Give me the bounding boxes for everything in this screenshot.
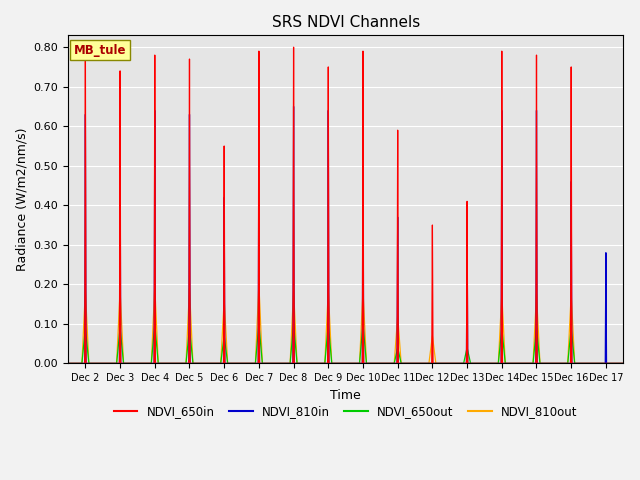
NDVI_810out (397, 360, 405, 366)
NDVI_650in (290, 44, 298, 50)
NDVI_650in (324, 360, 332, 366)
NDVI_810in (567, 360, 575, 366)
NDVI_810out (255, 281, 263, 287)
NDVI_810in (65, 360, 72, 366)
Line: NDVI_810in: NDVI_810in (68, 107, 623, 363)
NDVI_650out (619, 360, 627, 366)
NDVI_650out (321, 360, 329, 366)
NDVI_650in (394, 360, 402, 366)
NDVI_650out (397, 360, 405, 366)
NDVI_810out (321, 360, 329, 366)
Line: NDVI_650in: NDVI_650in (68, 47, 623, 363)
NDVI_650out (564, 360, 572, 366)
NDVI_810out (619, 360, 627, 366)
NDVI_650in (567, 360, 575, 366)
NDVI_810out (65, 360, 72, 366)
NDVI_810out (564, 360, 572, 366)
NDVI_650out (151, 321, 159, 327)
NDVI_650out (410, 360, 418, 366)
NDVI_810in (290, 104, 298, 109)
NDVI_650in (447, 360, 454, 366)
Y-axis label: Radiance (W/m2/nm/s): Radiance (W/m2/nm/s) (15, 128, 28, 271)
Legend: NDVI_650in, NDVI_810in, NDVI_650out, NDVI_810out: NDVI_650in, NDVI_810in, NDVI_650out, NDV… (109, 401, 582, 423)
NDVI_810out (447, 360, 454, 366)
NDVI_650in (65, 360, 72, 366)
NDVI_650in (429, 222, 436, 228)
NDVI_650in (619, 360, 627, 366)
NDVI_810in (447, 360, 454, 366)
NDVI_650out (65, 360, 72, 366)
NDVI_810in (394, 360, 402, 366)
NDVI_810in (429, 360, 436, 366)
NDVI_650in (410, 360, 418, 366)
NDVI_810out (410, 360, 418, 366)
NDVI_650out (447, 360, 454, 366)
NDVI_810in (410, 360, 418, 366)
NDVI_650out (429, 360, 436, 366)
Text: MB_tule: MB_tule (74, 44, 126, 57)
NDVI_810in (324, 360, 332, 366)
X-axis label: Time: Time (330, 389, 361, 402)
Line: NDVI_650out: NDVI_650out (68, 324, 623, 363)
Title: SRS NDVI Channels: SRS NDVI Channels (271, 15, 420, 30)
NDVI_810out (429, 333, 436, 338)
Line: NDVI_810out: NDVI_810out (68, 284, 623, 363)
NDVI_810in (619, 360, 627, 366)
